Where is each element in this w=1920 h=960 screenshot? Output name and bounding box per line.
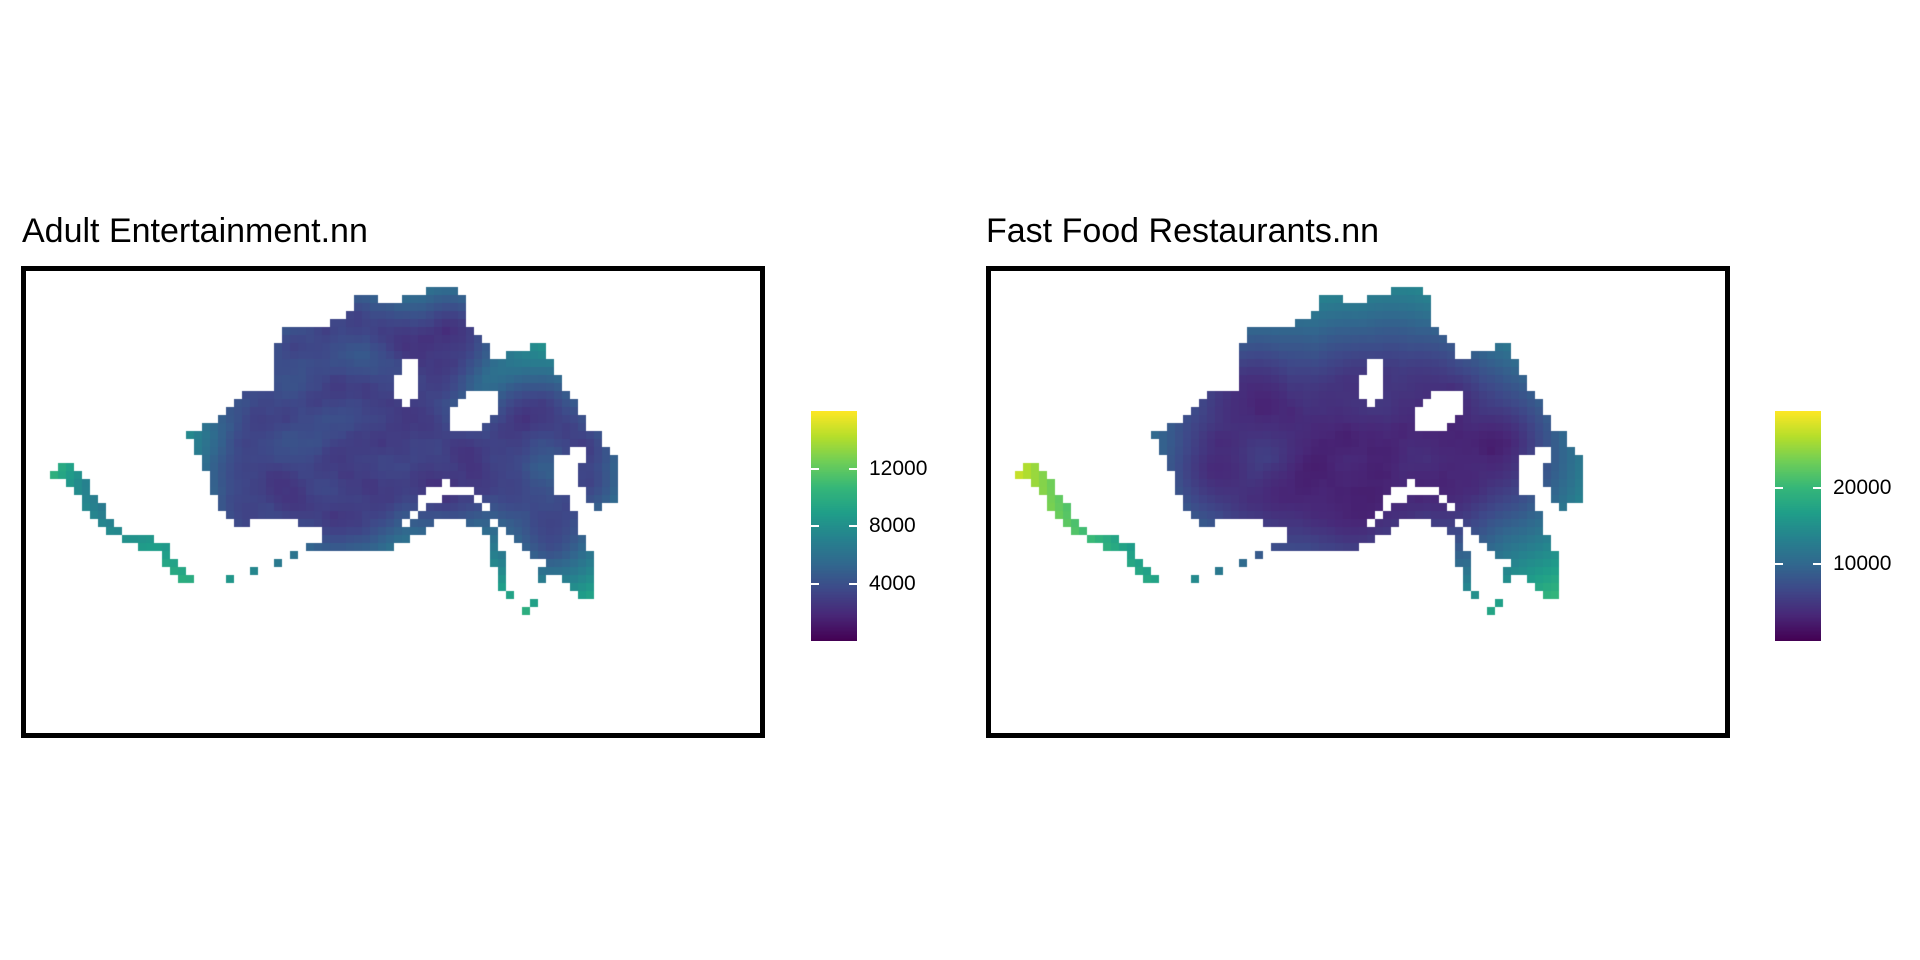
legend-tick-label: 10000: [1833, 552, 1892, 576]
map-title: Adult Entertainment.nn: [22, 212, 368, 250]
legend-colorbar: [1775, 411, 1821, 641]
legend-tick-label: 4000: [869, 571, 916, 595]
map-frame: [21, 266, 765, 738]
legend-tick-label: 20000: [1833, 475, 1892, 499]
map-frame: [986, 266, 1730, 738]
legend-tick-label: 12000: [869, 456, 928, 480]
legend-tick-label: 8000: [869, 514, 916, 537]
nearest-neighbor-distance-raster: [991, 271, 1725, 733]
nearest-neighbor-distance-raster: [26, 271, 760, 733]
map-title: Fast Food Restaurants.nn: [986, 212, 1380, 250]
